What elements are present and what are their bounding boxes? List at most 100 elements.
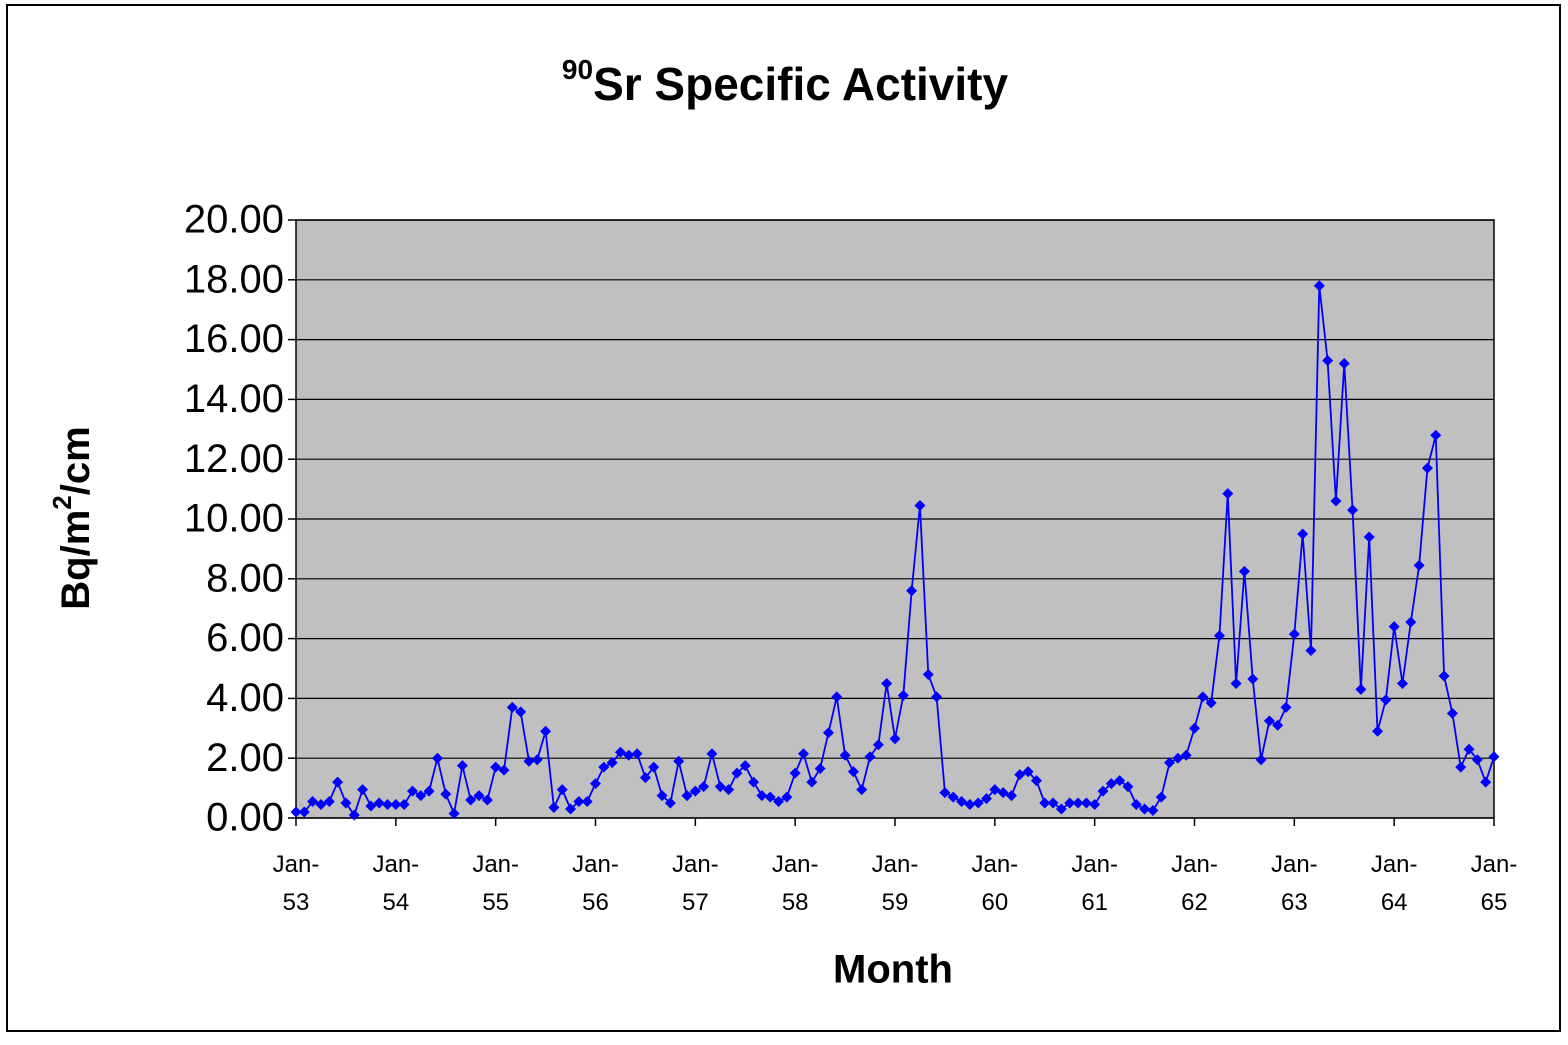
data-point bbox=[748, 776, 760, 788]
data-point bbox=[556, 784, 568, 796]
data-point bbox=[822, 727, 834, 739]
data-point bbox=[382, 799, 394, 811]
data-point bbox=[1139, 803, 1151, 815]
data-point bbox=[606, 757, 618, 769]
data-point bbox=[1438, 670, 1450, 682]
data-point bbox=[1288, 628, 1300, 640]
data-point bbox=[1463, 743, 1475, 755]
data-point bbox=[1272, 719, 1284, 731]
data-point bbox=[1355, 683, 1367, 695]
data-point bbox=[939, 787, 951, 799]
x-tick-label: Jan-62 bbox=[1171, 851, 1218, 916]
y-tick-label: 20.00 bbox=[184, 198, 284, 242]
data-point bbox=[1147, 805, 1159, 817]
data-point bbox=[714, 781, 726, 793]
data-point bbox=[1421, 462, 1433, 474]
title-superscript: 90 bbox=[562, 54, 593, 85]
y-tick-label: 14.00 bbox=[184, 377, 284, 421]
data-point bbox=[972, 797, 984, 809]
data-point bbox=[1205, 697, 1217, 709]
data-point bbox=[565, 803, 577, 815]
data-point bbox=[1197, 691, 1209, 703]
data-point bbox=[365, 800, 377, 812]
data-point bbox=[323, 796, 335, 808]
x-tick-label: Jan-64 bbox=[1371, 851, 1418, 916]
data-point bbox=[914, 500, 926, 512]
data-point bbox=[415, 790, 427, 802]
data-point bbox=[806, 776, 818, 788]
data-point bbox=[681, 790, 693, 802]
data-point bbox=[664, 797, 676, 809]
data-point bbox=[906, 585, 918, 597]
data-point bbox=[1014, 769, 1026, 781]
x-tick-label: Jan-54 bbox=[372, 851, 419, 916]
data-point bbox=[498, 764, 510, 776]
data-point bbox=[1446, 707, 1458, 719]
chart-title: 90Sr Specific Activity bbox=[562, 54, 1009, 110]
data-point bbox=[1089, 799, 1101, 811]
data-point bbox=[922, 668, 934, 680]
data-point bbox=[1097, 785, 1109, 797]
data-point bbox=[731, 767, 743, 779]
data-point bbox=[897, 689, 909, 701]
data-point bbox=[1405, 616, 1417, 628]
data-point bbox=[548, 802, 560, 814]
y-label-superscript: 2 bbox=[47, 495, 77, 509]
data-point bbox=[1372, 725, 1384, 737]
data-point bbox=[448, 808, 460, 820]
data-point bbox=[1172, 752, 1184, 764]
data-point bbox=[390, 799, 402, 811]
data-point bbox=[1255, 754, 1267, 766]
data-point bbox=[689, 785, 701, 797]
data-point bbox=[398, 799, 410, 811]
x-tick-label: Jan-56 bbox=[572, 851, 619, 916]
data-point bbox=[1247, 673, 1259, 685]
x-tick-label: Jan-53 bbox=[273, 851, 320, 916]
data-point bbox=[1363, 531, 1375, 543]
data-point bbox=[764, 791, 776, 803]
data-point bbox=[598, 761, 610, 773]
y-tick-label: 12.00 bbox=[184, 437, 284, 481]
data-point bbox=[864, 751, 876, 763]
data-point bbox=[1413, 559, 1425, 571]
data-point bbox=[964, 799, 976, 811]
data-point bbox=[590, 778, 601, 790]
data-point bbox=[1280, 701, 1292, 713]
y-tick-label: 16.00 bbox=[184, 317, 284, 361]
data-point bbox=[581, 796, 593, 808]
data-point bbox=[1114, 775, 1126, 787]
x-tick-label: Jan-55 bbox=[472, 851, 519, 916]
data-point bbox=[1430, 429, 1442, 441]
data-point bbox=[490, 761, 502, 773]
data-point bbox=[789, 767, 801, 779]
data-point bbox=[1455, 761, 1467, 773]
data-point bbox=[773, 796, 785, 808]
data-point bbox=[1388, 621, 1400, 633]
y-tick-label: 0.00 bbox=[206, 796, 284, 840]
data-point bbox=[506, 701, 518, 713]
data-point bbox=[340, 797, 352, 809]
title-text: Sr Specific Activity bbox=[593, 58, 1008, 110]
data-point bbox=[931, 691, 943, 703]
data-point bbox=[373, 797, 385, 809]
data-point bbox=[1105, 778, 1117, 790]
data-point bbox=[656, 790, 668, 802]
data-point bbox=[1322, 355, 1334, 367]
data-point bbox=[1238, 565, 1250, 577]
data-point bbox=[1305, 645, 1317, 657]
data-point bbox=[573, 796, 585, 808]
data-point bbox=[1030, 775, 1042, 787]
data-point bbox=[631, 748, 643, 760]
data-point bbox=[947, 791, 959, 803]
data-point bbox=[997, 787, 1009, 799]
data-point bbox=[348, 809, 360, 821]
data-point bbox=[307, 796, 319, 808]
data-point bbox=[523, 755, 535, 767]
data-point bbox=[1022, 766, 1034, 778]
data-point bbox=[440, 788, 452, 800]
data-point bbox=[781, 791, 793, 803]
data-point bbox=[1122, 781, 1134, 793]
data-point bbox=[1330, 495, 1342, 507]
data-point bbox=[723, 784, 735, 796]
data-point bbox=[1080, 797, 1092, 809]
